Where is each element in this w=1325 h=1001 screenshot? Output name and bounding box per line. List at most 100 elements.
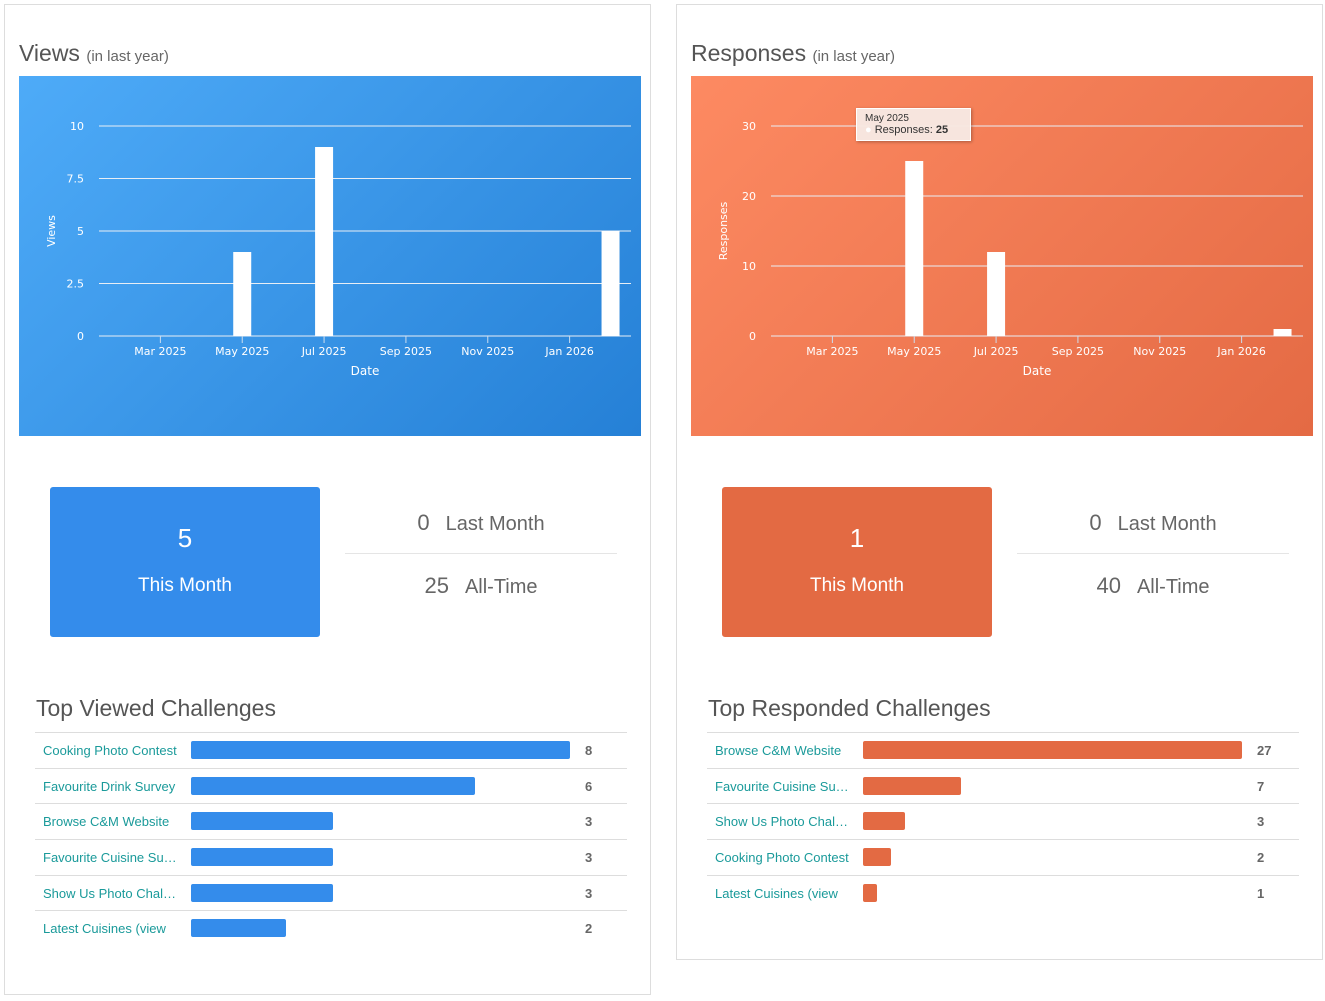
y-tick-label: 0: [749, 330, 756, 343]
challenge-link[interactable]: Show Us Photo Challenge: [715, 814, 850, 830]
challenge-link[interactable]: Cooking Photo Contest: [43, 743, 177, 758]
challenge-link[interactable]: Latest Cuisines (view: [715, 885, 838, 901]
challenge-count: 7: [1257, 778, 1265, 794]
y-tick-label: 2.5: [67, 278, 85, 291]
table-row: Favourite Drink Survey 6: [35, 767, 627, 804]
x-tick-label: Mar 2025: [806, 345, 858, 358]
all-time-label: All-Time: [464, 576, 538, 598]
x-tick-label: May 2025: [215, 345, 269, 358]
last-month-label: Last Month: [1117, 513, 1217, 535]
y-tick-label: 10: [742, 260, 756, 273]
value-bar: [863, 883, 878, 902]
bar: [1273, 329, 1292, 336]
views-all-time: 25 All-Time: [345, 573, 617, 599]
y-tick-label: 0: [77, 330, 84, 343]
challenge-count: 3: [585, 885, 593, 901]
y-tick-label: 7.5: [67, 173, 85, 186]
table-row: Browse C&M Website 27: [707, 732, 1299, 768]
all-time-label: All-Time: [1136, 576, 1210, 598]
this-month-label: This Month: [810, 575, 904, 596]
challenge-link[interactable]: Favourite Cuisine Survey: [43, 850, 178, 866]
challenge-count: 2: [1257, 850, 1265, 866]
views-title: Views (in last year): [19, 40, 169, 67]
views-subtitle: (in last year): [86, 48, 169, 65]
x-axis-label: Date: [351, 364, 380, 378]
views-last-month: 0 Last Month: [345, 510, 617, 536]
value-bar: [863, 776, 962, 795]
chart-tooltip: May 2025 ● Responses: 25: [856, 108, 971, 141]
bar: [315, 147, 334, 336]
table-row: Latest Cuisines (view 1: [707, 874, 1299, 911]
chart-svg: 0 10 20 30 Mar 2025 May 2025 Jul 2025 Sep 2025 N…: [717, 120, 1303, 378]
x-tick-label: Jul 2025: [301, 345, 347, 358]
x-axis-label: Date: [1023, 364, 1052, 378]
challenge-link[interactable]: Browse C&M Website: [43, 814, 170, 830]
challenge-link[interactable]: Latest Cuisines (view: [43, 921, 166, 937]
table-row: Browse C&M Website 3: [35, 803, 627, 839]
challenge-count: 8: [585, 743, 593, 758]
x-tick-label: Mar 2025: [134, 345, 186, 358]
table-row: Favourite Cuisine Survey 3: [35, 839, 627, 875]
challenge-count: 2: [585, 921, 593, 937]
views-this-month: 5 This Month: [50, 487, 320, 637]
challenge-count: 27: [1257, 743, 1272, 758]
all-time-value: 40: [1096, 573, 1121, 598]
top-responded-table: Browse C&M Website 27 Favourite Cuisine Su…: [707, 732, 1299, 910]
x-tick-label: Nov 2025: [461, 345, 514, 358]
x-tick-label: Sep 2025: [1052, 345, 1104, 358]
value-bar: [191, 848, 334, 867]
views-chart: 0 2.5 5 7.5 10 Mar 2025 May 2025 Jul 2025 Sep 20…: [19, 76, 641, 436]
responses-chart: 0 10 20 30 Mar 2025 May 2025 Jul 2025 Sep 2025 N…: [691, 76, 1313, 436]
table-row: Cooking Photo Contest 8: [35, 732, 627, 768]
bar: [233, 252, 252, 336]
table-row: Show Us Photo Challenge 3: [707, 803, 1299, 839]
challenge-link[interactable]: Cooking Photo Contest: [715, 850, 849, 866]
this-month-label: This Month: [138, 575, 232, 596]
bar: [905, 161, 924, 336]
top-viewed-title: Top Viewed Challenges: [36, 695, 276, 721]
challenge-link[interactable]: Show Us Photo Challenge: [43, 885, 178, 901]
challenge-count: 6: [585, 778, 593, 794]
top-viewed-table: Cooking Photo Contest 8 Favourite Drink Su…: [35, 732, 627, 946]
responses-last-month: 0 Last Month: [1017, 510, 1289, 536]
responses-all-time: 40 All-Time: [1017, 573, 1289, 599]
last-month-label: Last Month: [445, 513, 545, 535]
responses-title-text: Responses: [691, 40, 807, 66]
bar: [987, 252, 1006, 336]
tooltip-dot-icon: ●: [865, 124, 872, 136]
value-bar: [191, 919, 286, 938]
all-time-value: 25: [424, 573, 449, 598]
y-tick-label: 10: [70, 120, 84, 133]
value-bar: [863, 812, 906, 831]
challenge-link[interactable]: Favourite Drink Survey: [43, 778, 176, 794]
x-tick-label: Sep 2025: [380, 345, 432, 358]
value-bar: [191, 741, 570, 759]
x-tick-label: May 2025: [887, 345, 941, 358]
table-row: Cooking Photo Contest 2: [707, 839, 1299, 875]
challenge-count: 3: [1257, 814, 1265, 830]
x-tick-label: Jan 2026: [544, 345, 593, 358]
responses-subtitle: (in last year): [812, 48, 895, 65]
y-axis-label: Responses: [717, 201, 730, 260]
last-month-value: 0: [1089, 510, 1102, 535]
value-bar: [191, 883, 334, 902]
y-axis-label: Views: [45, 215, 58, 247]
x-tick-label: Jul 2025: [973, 345, 1019, 358]
value-bar: [191, 812, 334, 831]
challenge-link[interactable]: Favourite Cuisine Survey: [715, 778, 850, 794]
this-month-value: 1: [849, 523, 865, 553]
tooltip-title: May 2025: [865, 113, 909, 124]
table-row: Show Us Photo Challenge 3: [35, 874, 627, 911]
value-bar: [863, 848, 892, 867]
divider: [1017, 553, 1289, 554]
chart-svg: 0 2.5 5 7.5 10 Mar 2025 May 2025 Jul 2025 Sep 20…: [45, 120, 631, 378]
challenge-link[interactable]: Browse C&M Website: [715, 743, 842, 758]
divider: [345, 553, 617, 554]
x-tick-label: Jan 2026: [1216, 345, 1265, 358]
y-tick-label: 30: [742, 120, 756, 133]
top-responded-title: Top Responded Challenges: [708, 695, 991, 721]
tooltip-label: Responses:: [874, 124, 933, 136]
bar: [601, 231, 620, 336]
challenge-count: 3: [585, 814, 593, 830]
this-month-value: 5: [177, 523, 193, 553]
